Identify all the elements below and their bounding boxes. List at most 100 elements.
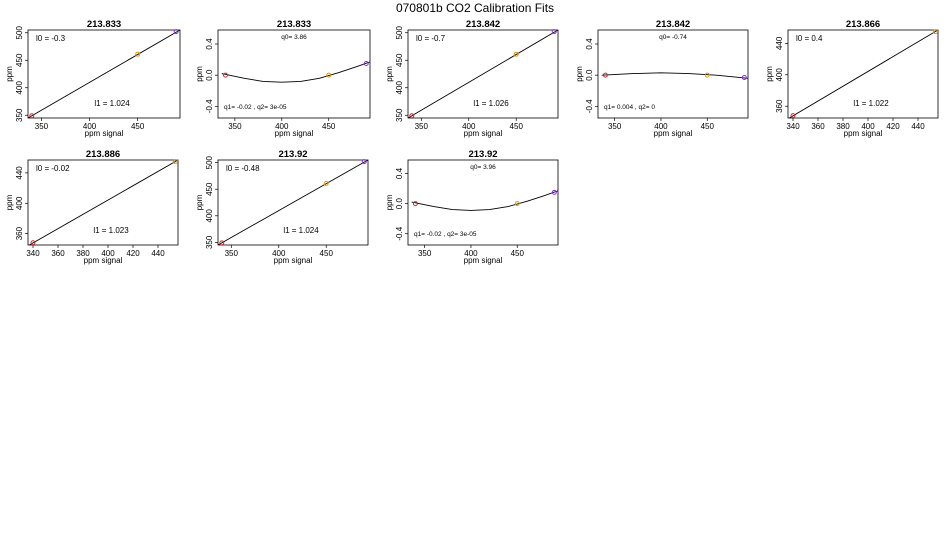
y-tick-label: 350	[395, 108, 404, 122]
y-tick-label: 0.4	[205, 38, 214, 50]
x-tick-label: 380	[76, 249, 90, 258]
x-tick-label: 450	[701, 122, 715, 131]
annotation: q1= 0.004 , q2= 0	[604, 104, 655, 111]
y-axis-label: ppm	[195, 66, 204, 82]
fit-line	[601, 72, 748, 79]
annotation: q0= -0.74	[659, 34, 687, 41]
annotation: l0 = -0.48	[226, 164, 260, 173]
figure-title: 070801b CO2 Calibration Fits	[396, 1, 554, 15]
y-tick-label: 350	[15, 108, 24, 122]
x-tick-label: 400	[654, 122, 668, 131]
data-point	[513, 51, 519, 57]
y-tick-label: 400	[395, 81, 404, 95]
plot-frame	[787, 29, 939, 119]
y-axis-label: ppm	[385, 194, 394, 210]
annotation: q1= -0.02 , q2= 3e-05	[414, 231, 477, 238]
fit-line	[218, 160, 368, 245]
y-axis-label: ppm	[765, 66, 774, 82]
data-point	[135, 51, 141, 57]
x-tick-label: 440	[151, 249, 165, 258]
y-tick-label: 400	[15, 81, 24, 95]
annotation: q1= -0.02 , q2= 3e-05	[224, 104, 287, 111]
plot-frame	[407, 29, 559, 119]
data-point	[173, 29, 179, 35]
panel-title: 213.833	[277, 19, 311, 30]
panel-title: 213.866	[846, 19, 880, 30]
plot-frame	[217, 159, 369, 246]
fit-line	[788, 30, 938, 118]
data-point	[363, 60, 369, 66]
y-tick-label: 450	[15, 53, 24, 67]
panel-2: 213.833 350 400 450 -0.4 0.0 0.4 ppm signal ppm q…	[195, 19, 371, 138]
x-tick-label: 350	[225, 249, 239, 258]
x-axis-label: ppm signal	[85, 129, 124, 138]
x-tick-label: 440	[911, 122, 925, 131]
data-point	[326, 72, 332, 78]
y-tick-label: 450	[205, 182, 214, 196]
annotation: l1 = 1.022	[853, 99, 889, 108]
y-tick-label: 500	[395, 26, 404, 40]
data-point	[30, 240, 36, 246]
data-point	[323, 180, 329, 186]
y-tick-label: 500	[15, 26, 24, 40]
y-tick-label: 360	[775, 99, 784, 113]
x-axis-label: ppm signal	[275, 129, 314, 138]
annotation: l0 = -0.02	[36, 164, 70, 173]
y-tick-label: 440	[775, 36, 784, 50]
panel-4: 213.842 350 400 450 -0.4 0.0 0.4 ppm signal ppm q…	[575, 19, 749, 138]
x-tick-label: 450	[511, 249, 525, 258]
data-point	[741, 75, 747, 81]
y-tick-label: 360	[15, 226, 24, 240]
y-tick-label: -0.4	[585, 99, 594, 113]
y-axis-label: ppm	[575, 66, 584, 82]
plot-frame	[27, 29, 181, 119]
data-point	[551, 29, 557, 35]
y-tick-label: 440	[15, 166, 24, 180]
annotation: q0= 3.86	[281, 34, 307, 41]
x-tick-label: 350	[415, 122, 429, 131]
y-tick-label: 0.0	[395, 198, 404, 210]
panel-7: 213.92 350 400 450 350 400 450 500 ppm signal ppm…	[195, 149, 369, 265]
panel-3: 213.842 350 400 450 350 400 450 500 ppm signal pp…	[385, 19, 559, 138]
x-tick-label: 350	[35, 122, 49, 131]
plot-frame	[217, 29, 371, 119]
y-tick-label: 350	[205, 235, 214, 249]
x-tick-label: 350	[418, 249, 432, 258]
x-tick-label: 400	[464, 249, 478, 258]
plot-frame	[407, 159, 559, 246]
x-axis-label: ppm signal	[654, 129, 693, 138]
annotation: l0 = 0.4	[796, 34, 823, 43]
annotation: l1 = 1.024	[94, 99, 130, 108]
x-tick-label: 350	[228, 122, 242, 131]
y-tick-label: 500	[205, 155, 214, 169]
x-tick-label: 360	[811, 122, 825, 131]
x-axis-label: ppm signal	[274, 256, 313, 265]
y-tick-label: -0.4	[395, 226, 404, 240]
y-tick-label: 450	[395, 53, 404, 67]
y-tick-label: 0.4	[395, 167, 404, 179]
y-axis-label: ppm	[195, 194, 204, 210]
x-tick-label: 450	[131, 122, 145, 131]
fit-line	[411, 190, 558, 211]
annotation: l1 = 1.026	[473, 99, 509, 108]
data-point	[361, 159, 367, 165]
annotation: q0= 3.96	[470, 164, 496, 171]
x-axis-label: ppm signal	[84, 256, 123, 265]
data-point	[933, 29, 938, 35]
panel-grid: 213.833 350 400 450 350 400 450 500 ppm signal pp…	[5, 19, 939, 265]
x-tick-label: 400	[272, 249, 286, 258]
x-tick-label: 350	[608, 122, 622, 131]
data-point	[412, 201, 418, 207]
panel-title: 213.842	[466, 19, 500, 30]
data-point	[704, 72, 710, 78]
x-tick-label: 400	[462, 122, 476, 131]
y-tick-label: 0.4	[585, 38, 594, 50]
data-point	[223, 72, 229, 78]
x-tick-label: 380	[836, 122, 850, 131]
y-tick-label: -0.4	[205, 99, 214, 113]
data-point	[602, 72, 608, 78]
panel-1: 213.833 350 400 450 350 400 450 500 ppm signal pp…	[5, 19, 181, 138]
data-point	[409, 113, 415, 119]
